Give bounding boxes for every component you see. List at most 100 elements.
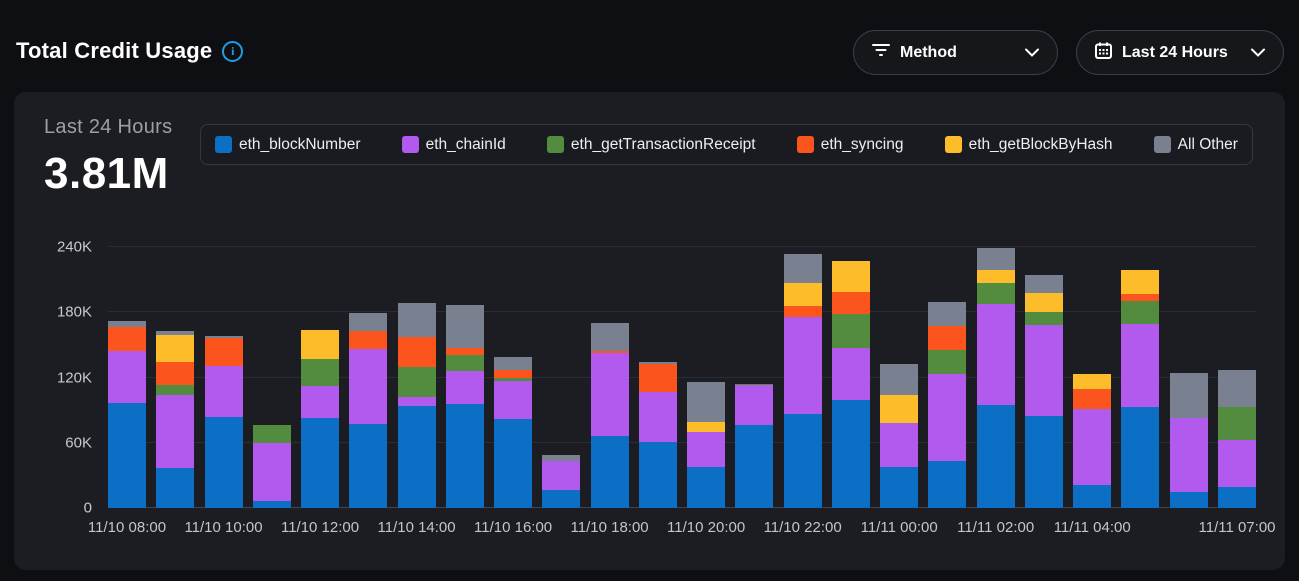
bar-segment-eth-syncing[interactable]	[928, 326, 967, 351]
bar-segment-eth-syncing[interactable]	[1121, 293, 1160, 302]
bar-segment-eth-syncing[interactable]	[783, 305, 822, 317]
date-range-dropdown[interactable]: Last 24 Hours	[1076, 30, 1284, 75]
bar-column[interactable]	[880, 364, 919, 508]
bar-segment-eth-chainid[interactable]	[880, 423, 919, 467]
bar-segment-eth-syncing[interactable]	[638, 364, 677, 392]
bar-segment-eth-chainid[interactable]	[445, 370, 484, 404]
bar-segment-eth-blocknumber[interactable]	[735, 425, 774, 508]
bar-segment-eth-chainid[interactable]	[349, 349, 388, 425]
bar-segment-eth-blocknumber[interactable]	[1218, 487, 1256, 508]
bar-segment-all-other[interactable]	[204, 336, 243, 339]
bar-segment-all-other[interactable]	[783, 253, 822, 283]
bar-segment-eth-chainid[interactable]	[156, 394, 195, 468]
bar-segment-eth-blocknumber[interactable]	[108, 402, 146, 508]
bar-segment-eth-blocknumber[interactable]	[638, 441, 677, 508]
bar-segment-eth-blocknumber[interactable]	[1073, 485, 1112, 508]
bar-segment-eth-chainid[interactable]	[831, 348, 870, 401]
bar-segment-eth-syncing[interactable]	[204, 338, 243, 366]
bar-column[interactable]	[638, 362, 677, 508]
bar-column[interactable]	[1218, 369, 1256, 508]
bar-segment-all-other[interactable]	[349, 313, 388, 331]
bar-segment-eth-gettransactionreceipt[interactable]	[1121, 301, 1160, 325]
bar-column[interactable]	[494, 356, 533, 508]
bar-segment-all-other[interactable]	[1024, 275, 1063, 293]
bar-column[interactable]	[349, 313, 388, 508]
bar-segment-all-other[interactable]	[928, 302, 967, 327]
info-icon[interactable]: i	[222, 40, 244, 62]
legend-item-eth-getblockbyhash[interactable]: eth_getBlockByHash	[944, 136, 1113, 154]
bar-segment-eth-getblockbyhash[interactable]	[1121, 269, 1160, 294]
bar-column[interactable]	[831, 261, 870, 508]
bar-segment-eth-blocknumber[interactable]	[590, 436, 629, 508]
bar-segment-eth-blocknumber[interactable]	[1169, 491, 1208, 508]
bar-segment-eth-blocknumber[interactable]	[542, 489, 581, 508]
bar-segment-eth-syncing[interactable]	[397, 337, 436, 367]
bar-segment-eth-getblockbyhash[interactable]	[831, 261, 870, 292]
bar-segment-eth-blocknumber[interactable]	[1121, 406, 1160, 508]
legend-item-eth-syncing[interactable]: eth_syncing	[796, 136, 903, 154]
bar-column[interactable]	[301, 329, 340, 508]
bar-segment-eth-syncing[interactable]	[349, 330, 388, 350]
bar-segment-eth-gettransactionreceipt[interactable]	[1218, 406, 1256, 440]
bar-segment-eth-blocknumber[interactable]	[349, 424, 388, 508]
bar-segment-eth-getblockbyhash[interactable]	[976, 269, 1015, 283]
bar-segment-eth-syncing[interactable]	[831, 291, 870, 315]
bar-segment-eth-blocknumber[interactable]	[783, 414, 822, 508]
bar-column[interactable]	[1024, 275, 1063, 508]
bar-segment-eth-gettransactionreceipt[interactable]	[831, 314, 870, 349]
bar-segment-eth-blocknumber[interactable]	[880, 466, 919, 508]
bar-segment-eth-syncing[interactable]	[494, 369, 533, 378]
bar-segment-eth-gettransactionreceipt[interactable]	[928, 350, 967, 375]
bar-column[interactable]	[783, 253, 822, 508]
bar-segment-eth-chainid[interactable]	[1073, 409, 1112, 486]
bar-segment-eth-chainid[interactable]	[928, 374, 967, 462]
bar-column[interactable]	[1121, 269, 1160, 508]
bar-segment-eth-syncing[interactable]	[445, 348, 484, 355]
bar-segment-all-other[interactable]	[638, 362, 677, 365]
bar-column[interactable]	[252, 425, 291, 508]
legend-item-eth-blocknumber[interactable]: eth_blockNumber	[215, 136, 360, 154]
bar-segment-all-other[interactable]	[976, 248, 1015, 270]
bar-segment-eth-chainid[interactable]	[638, 391, 677, 442]
bar-segment-eth-syncing[interactable]	[156, 362, 195, 386]
bar-segment-all-other[interactable]	[1169, 373, 1208, 418]
bar-segment-all-other[interactable]	[156, 330, 195, 336]
bar-segment-eth-blocknumber[interactable]	[252, 501, 291, 508]
bar-column[interactable]	[542, 454, 581, 508]
bar-segment-eth-getblockbyhash[interactable]	[1073, 374, 1112, 390]
bar-segment-all-other[interactable]	[590, 323, 629, 352]
bar-segment-eth-chainid[interactable]	[1218, 439, 1256, 488]
bar-segment-eth-blocknumber[interactable]	[445, 403, 484, 508]
bar-segment-eth-blocknumber[interactable]	[397, 405, 436, 508]
bar-segment-eth-chainid[interactable]	[397, 397, 436, 406]
bar-segment-eth-syncing[interactable]	[590, 351, 629, 353]
bar-column[interactable]	[397, 302, 436, 508]
bar-segment-eth-getblockbyhash[interactable]	[1024, 292, 1063, 313]
bar-segment-eth-gettransactionreceipt[interactable]	[252, 425, 291, 443]
bar-segment-eth-blocknumber[interactable]	[831, 400, 870, 508]
legend-item-eth-chainid[interactable]: eth_chainId	[401, 136, 506, 154]
bar-segment-eth-chainid[interactable]	[1121, 324, 1160, 407]
bar-segment-eth-blocknumber[interactable]	[204, 416, 243, 508]
bar-segment-eth-chainid[interactable]	[252, 442, 291, 502]
bar-segment-eth-blocknumber[interactable]	[494, 418, 533, 508]
bar-segment-eth-blocknumber[interactable]	[928, 461, 967, 508]
bar-segment-eth-gettransactionreceipt[interactable]	[301, 359, 340, 387]
bar-segment-eth-blocknumber[interactable]	[1024, 415, 1063, 508]
bar-segment-eth-syncing[interactable]	[1073, 389, 1112, 410]
bar-segment-all-other[interactable]	[494, 356, 533, 370]
bar-segment-eth-chainid[interactable]	[542, 461, 581, 490]
bar-column[interactable]	[735, 384, 774, 508]
bar-segment-all-other[interactable]	[397, 302, 436, 338]
bar-column[interactable]	[928, 302, 967, 508]
bar-segment-eth-getblockbyhash[interactable]	[783, 282, 822, 306]
method-dropdown[interactable]: Method	[853, 30, 1058, 75]
bar-segment-eth-syncing[interactable]	[108, 327, 146, 352]
bar-column[interactable]	[1073, 374, 1112, 508]
bar-column[interactable]	[1169, 373, 1208, 508]
bar-segment-eth-gettransactionreceipt[interactable]	[445, 354, 484, 371]
bar-segment-eth-chainid[interactable]	[204, 365, 243, 417]
bar-segment-all-other[interactable]	[880, 364, 919, 395]
bar-segment-eth-blocknumber[interactable]	[301, 417, 340, 508]
legend-item-eth-gettransactionreceipt[interactable]: eth_getTransactionReceipt	[546, 136, 756, 154]
